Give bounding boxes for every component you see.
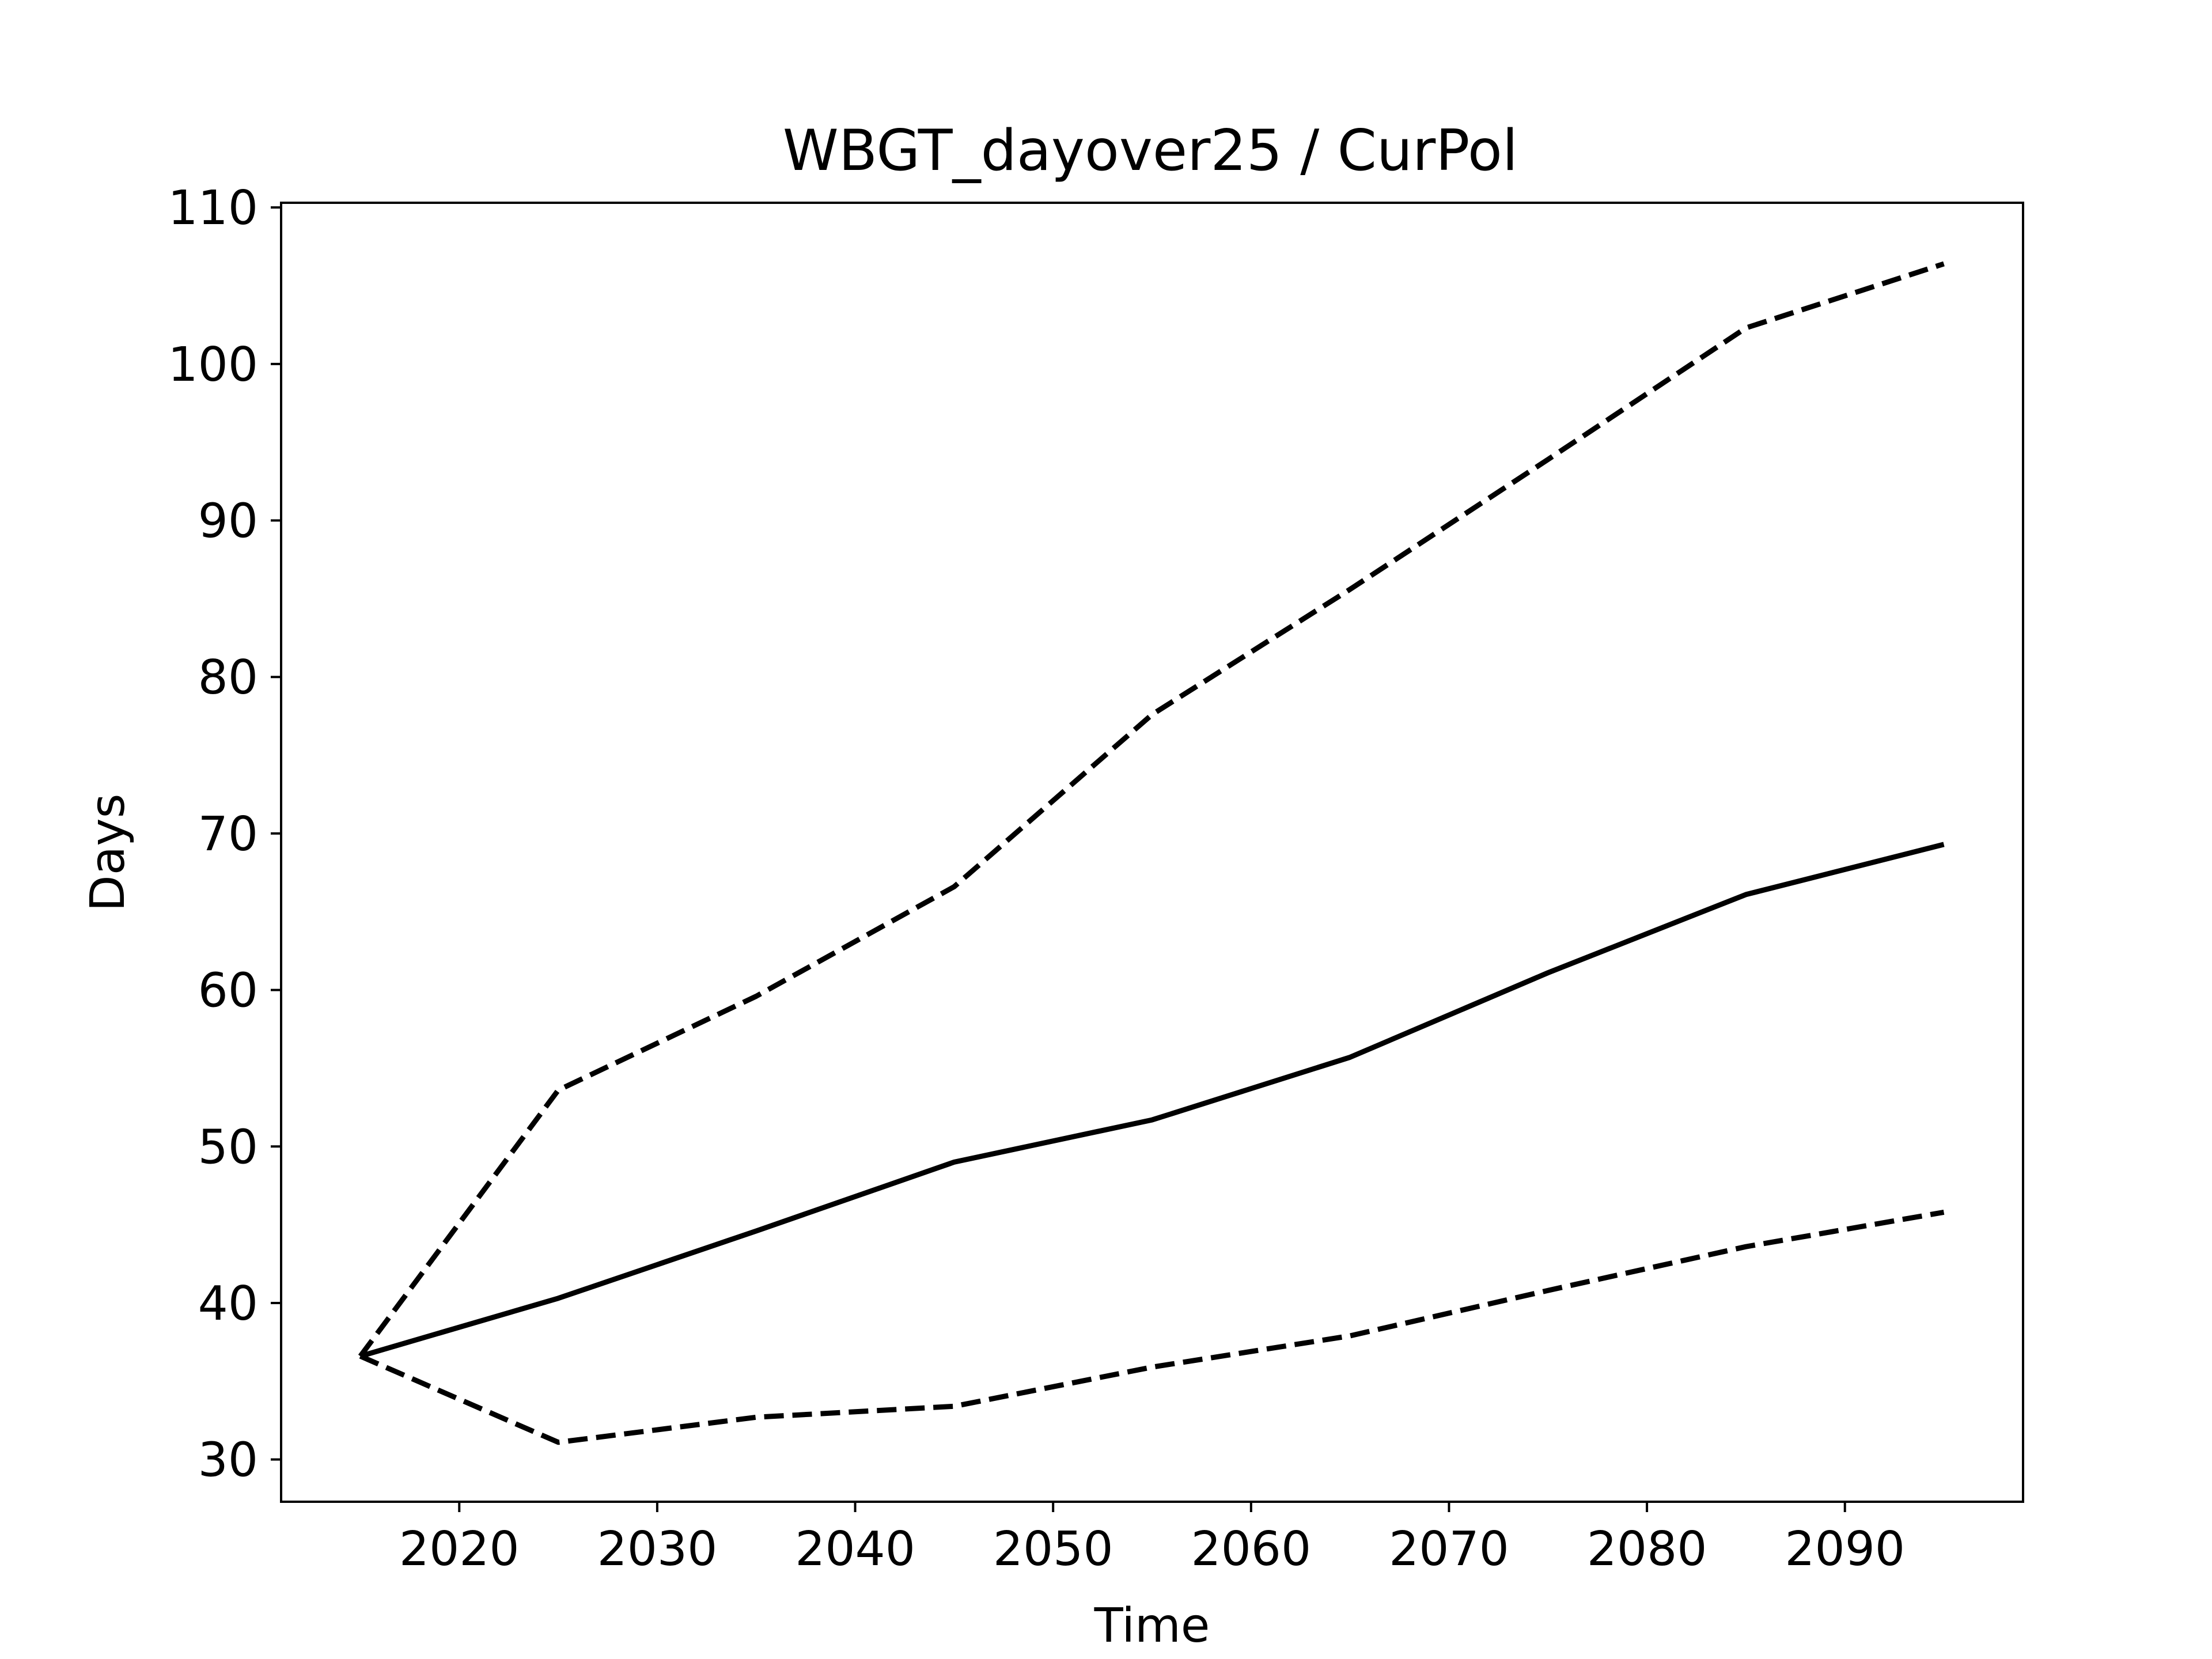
x-tick-label: 2040 (795, 1522, 915, 1577)
x-tick-label: 2090 (1785, 1522, 1905, 1577)
y-tick-label: 50 (198, 1120, 258, 1175)
y-tick-label: 60 (198, 964, 258, 1018)
x-tick-label: 2070 (1389, 1522, 1509, 1577)
x-tick-label: 2020 (399, 1522, 520, 1577)
x-tick-label: 2030 (597, 1522, 718, 1577)
y-tick-label: 40 (198, 1277, 258, 1331)
y-tick-label: 100 (168, 338, 258, 392)
y-axis: 30 40 50 60 70 80 90 100 110 (168, 181, 281, 1488)
x-tick-label: 2080 (1587, 1522, 1707, 1577)
series-line-lower (359, 1209, 1945, 1445)
y-tick-label: 90 (198, 494, 258, 549)
series-layer (358, 261, 1945, 1445)
y-tick-label: 30 (198, 1433, 258, 1488)
chart-title: WBGT_dayover25 / CurPol (783, 118, 1518, 184)
y-tick-label: 110 (168, 181, 258, 236)
y-axis-label: Days (81, 794, 135, 912)
x-tick-label: 2060 (1191, 1522, 1311, 1577)
plot-frame (280, 202, 2024, 1503)
y-tick-label: 70 (198, 807, 258, 862)
x-axis-label: Time (1094, 1599, 1210, 1653)
series-line-upper (358, 261, 1945, 1358)
series-line-median (359, 842, 1945, 1359)
x-axis: 2020 2030 2040 2050 2060 2070 2080 2090 (399, 1502, 1905, 1577)
x-tick-label: 2050 (993, 1522, 1113, 1577)
y-tick-label: 80 (198, 650, 258, 705)
